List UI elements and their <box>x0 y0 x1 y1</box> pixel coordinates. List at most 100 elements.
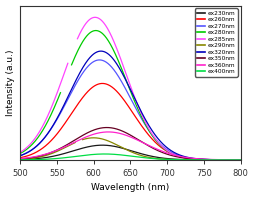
ex280nm <box>128 87 131 89</box>
ex260nm <box>239 159 242 161</box>
ex280nm <box>93 29 97 32</box>
ex290nm <box>81 138 84 141</box>
ex290nm <box>185 159 188 161</box>
ex260nm <box>211 159 214 161</box>
ex285nm <box>234 159 237 161</box>
ex270nm <box>103 60 106 63</box>
ex280nm <box>165 149 168 151</box>
ex350nm <box>44 153 47 156</box>
ex400nm <box>113 153 116 155</box>
ex280nm <box>211 159 214 161</box>
ex350nm <box>105 126 108 129</box>
Line: ex290nm: ex290nm <box>83 138 241 160</box>
Line: ex320nm: ex320nm <box>20 51 241 160</box>
ex230nm <box>101 144 104 146</box>
ex260nm <box>235 159 238 161</box>
Legend: ex230nm, ex260nm, ex270nm, ex280nm, ex285nm, ex290nm, ex320nm, ex350nm, ex360nm,: ex230nm, ex260nm, ex270nm, ex280nm, ex28… <box>195 9 237 76</box>
ex400nm <box>235 159 238 161</box>
ex285nm <box>176 155 179 157</box>
ex270nm <box>19 154 22 157</box>
ex270nm <box>239 159 242 161</box>
ex320nm <box>211 158 214 161</box>
ex290nm <box>239 159 242 161</box>
ex350nm <box>211 159 214 161</box>
Line: ex285nm: ex285nm <box>77 17 241 160</box>
ex270nm <box>44 136 47 138</box>
ex230nm <box>235 159 238 161</box>
ex270nm <box>113 69 116 71</box>
ex285nm <box>159 144 162 146</box>
ex230nm <box>57 154 60 156</box>
ex270nm <box>211 159 214 161</box>
Line: ex280nm: ex280nm <box>72 30 241 160</box>
ex290nm <box>198 159 201 161</box>
ex320nm <box>19 155 22 157</box>
ex260nm <box>57 131 60 133</box>
ex320nm <box>44 136 47 138</box>
ex230nm <box>239 159 242 161</box>
ex270nm <box>98 59 101 61</box>
Line: ex360nm: ex360nm <box>20 132 241 160</box>
Line: ex350nm: ex350nm <box>20 128 241 160</box>
ex260nm <box>101 82 104 85</box>
Line: ex230nm: ex230nm <box>20 145 241 160</box>
ex350nm <box>57 148 60 150</box>
ex320nm <box>99 50 102 52</box>
ex320nm <box>235 159 238 161</box>
ex400nm <box>103 153 106 155</box>
ex320nm <box>103 51 106 53</box>
ex260nm <box>19 156 22 159</box>
ex290nm <box>92 137 95 139</box>
ex400nm <box>103 153 106 155</box>
ex350nm <box>113 127 116 129</box>
ex285nm <box>125 75 128 77</box>
ex230nm <box>211 159 214 161</box>
ex230nm <box>103 144 106 146</box>
ex360nm <box>239 159 242 161</box>
ex230nm <box>44 156 47 159</box>
ex285nm <box>138 107 141 110</box>
ex290nm <box>184 159 187 161</box>
ex290nm <box>83 138 86 140</box>
ex290nm <box>195 159 198 161</box>
ex260nm <box>103 83 106 85</box>
ex280nm <box>94 29 97 32</box>
ex360nm <box>211 158 214 161</box>
ex350nm <box>19 158 22 160</box>
ex360nm <box>103 131 106 133</box>
ex270nm <box>57 116 60 118</box>
ex350nm <box>103 126 106 129</box>
ex400nm <box>211 159 214 161</box>
X-axis label: Wavelength (nm): Wavelength (nm) <box>91 183 169 192</box>
ex350nm <box>239 159 242 161</box>
ex360nm <box>235 159 238 161</box>
ex280nm <box>239 159 242 161</box>
ex320nm <box>239 159 242 161</box>
ex260nm <box>44 145 47 147</box>
ex360nm <box>57 148 60 151</box>
ex400nm <box>57 157 60 160</box>
ex270nm <box>235 159 238 161</box>
ex400nm <box>239 159 242 161</box>
ex350nm <box>235 159 238 161</box>
ex285nm <box>76 38 79 40</box>
Y-axis label: Intensity (a.u.): Intensity (a.u.) <box>6 50 14 116</box>
ex280nm <box>161 146 164 148</box>
Line: ex270nm: ex270nm <box>20 60 241 160</box>
ex360nm <box>107 131 110 133</box>
ex285nm <box>218 159 221 161</box>
ex400nm <box>19 159 22 161</box>
ex360nm <box>44 153 47 155</box>
ex285nm <box>239 159 242 161</box>
ex280nm <box>200 158 203 161</box>
ex400nm <box>44 158 47 160</box>
Line: ex260nm: ex260nm <box>20 83 241 160</box>
ex290nm <box>180 159 183 161</box>
ex320nm <box>57 115 60 117</box>
ex260nm <box>113 88 116 90</box>
Line: ex400nm: ex400nm <box>20 154 241 160</box>
ex320nm <box>113 59 116 62</box>
ex230nm <box>19 158 22 161</box>
ex280nm <box>70 64 73 66</box>
ex360nm <box>113 131 116 133</box>
